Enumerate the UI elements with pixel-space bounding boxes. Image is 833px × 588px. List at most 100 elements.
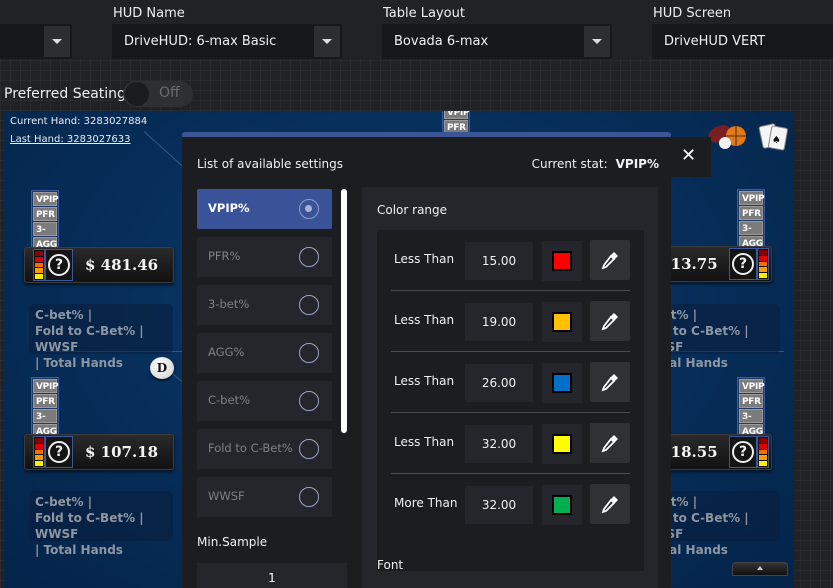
- stat-line: | Total Hands: [35, 543, 123, 557]
- color-swatch-button[interactable]: [542, 424, 582, 464]
- condition-select[interactable]: Less Than: [394, 435, 455, 449]
- help-icon[interactable]: ?: [729, 436, 757, 468]
- toggle-state: Off: [159, 85, 180, 101]
- bars-icon: [757, 436, 769, 468]
- stat-pfr: PFR: [739, 206, 763, 220]
- setting-item-agg[interactable]: AGG%: [197, 333, 332, 373]
- preferred-seating-toggle[interactable]: Off: [123, 81, 193, 107]
- eyedropper-icon: [601, 496, 618, 514]
- setting-label: Fold to C-Bet%: [208, 441, 293, 455]
- hud-stat-stack[interactable]: VPIP PFR 3- AGG: [31, 377, 59, 441]
- setting-item-fold-to-cbet[interactable]: Fold to C-Bet%: [197, 429, 332, 469]
- eyedropper-button[interactable]: [590, 423, 630, 463]
- eyedropper-button[interactable]: [590, 362, 630, 402]
- threshold-input[interactable]: 32.00: [465, 425, 533, 463]
- color-range-row: Less Than 26.00: [391, 352, 630, 413]
- scroll-up-button[interactable]: [732, 562, 788, 576]
- stat-line: Fold to C-Bet% | WWSF: [35, 324, 144, 354]
- eyedropper-button[interactable]: [590, 484, 630, 524]
- color-swatch-button[interactable]: [542, 302, 582, 342]
- settings-scrollbar[interactable]: [341, 189, 347, 433]
- color-swatch-button[interactable]: [542, 363, 582, 403]
- setting-label: AGG%: [208, 345, 245, 359]
- threshold-input[interactable]: 26.00: [465, 364, 533, 402]
- eyedropper-icon: [601, 313, 618, 331]
- first-select[interactable]: [0, 24, 72, 59]
- hud-stat-stack[interactable]: VPIP PFR 3- AGG: [737, 189, 765, 253]
- radio-icon[interactable]: [299, 343, 319, 363]
- hud-name-select[interactable]: DriveHUD: 6-max Basic: [112, 24, 342, 59]
- hud-stat-stack[interactable]: VPIP PFR 3- AGG: [737, 377, 765, 441]
- help-icon[interactable]: ?: [45, 249, 73, 281]
- setting-label: 3-bet%: [208, 297, 250, 311]
- stat-panel[interactable]: C-bet% | Fold to C-Bet% | WWSF | Total H…: [29, 491, 173, 557]
- hud-stat-stack[interactable]: VPIP PFR 3- AGG: [31, 190, 59, 254]
- stat-panel[interactable]: C-bet% | Fold to C-Bet% | WWSF | Total H…: [29, 304, 173, 370]
- last-hand-link[interactable]: Last Hand: 3283027633: [10, 134, 131, 145]
- eyedropper-button[interactable]: [590, 240, 630, 280]
- close-icon[interactable]: ✕: [681, 145, 697, 166]
- stat-3bet: 3-: [33, 409, 57, 423]
- min-sample-input[interactable]: 1: [197, 563, 347, 588]
- help-icon[interactable]: ?: [45, 436, 73, 468]
- setting-item-cbet[interactable]: C-bet%: [197, 381, 332, 421]
- setting-item-vpip[interactable]: VPIP%: [197, 189, 332, 229]
- top-bar: HUD Name DriveHUD: 6-max Basic Table Lay…: [0, 0, 833, 59]
- condition-select[interactable]: Less Than: [394, 252, 455, 266]
- table-layout-select[interactable]: Bovada 6-max: [382, 24, 612, 59]
- bars-icon: [757, 248, 769, 280]
- dealer-button: D: [150, 357, 174, 379]
- modal-close-area: [671, 137, 711, 177]
- radio-icon[interactable]: [299, 295, 319, 315]
- threshold-input[interactable]: 19.00: [465, 303, 533, 341]
- current-hand: Current Hand: 3283027884: [10, 116, 148, 127]
- preferred-seating-label: Preferred Seating:: [4, 86, 131, 102]
- chevron-down-icon[interactable]: [584, 26, 610, 57]
- divider: [391, 473, 630, 474]
- hud-name-label: HUD Name: [113, 6, 185, 21]
- setting-label: PFR%: [208, 249, 241, 263]
- color-swatch-button[interactable]: [542, 485, 582, 525]
- table-layout-label: Table Layout: [383, 6, 465, 21]
- stat-settings-modal: List of available settings Current stat:…: [182, 137, 671, 588]
- color-swatch: [552, 373, 572, 393]
- radio-icon[interactable]: [299, 391, 319, 411]
- condition-select[interactable]: Less Than: [394, 313, 455, 327]
- stat-3bet: 3-: [739, 221, 763, 235]
- font-label: Font: [377, 558, 404, 572]
- divider: [391, 412, 630, 413]
- stat-line: | Total Hands: [35, 356, 123, 370]
- player-box-mid-left[interactable]: ? $ 107.18: [24, 434, 174, 470]
- condition-select[interactable]: Less Than: [394, 374, 455, 388]
- eyedropper-button[interactable]: [590, 301, 630, 341]
- current-stat: Current stat: VPIP%: [532, 157, 659, 171]
- help-icon[interactable]: ?: [729, 248, 757, 280]
- setting-item-pfr[interactable]: PFR%: [197, 237, 332, 277]
- radio-icon[interactable]: [299, 487, 319, 507]
- player-box-top-left[interactable]: ? $ 481.46: [24, 247, 174, 283]
- chevron-down-icon[interactable]: [314, 26, 340, 57]
- color-range-row: Less Than 32.00: [391, 413, 630, 474]
- stat-3bet: 3-: [33, 222, 57, 236]
- hud-screen-select[interactable]: DriveHUD VERT: [652, 24, 833, 59]
- radio-icon[interactable]: [299, 439, 319, 459]
- threshold-input[interactable]: 32.00: [465, 486, 533, 524]
- color-swatch: [552, 495, 572, 515]
- divider: [391, 290, 630, 291]
- color-range-row: Less Than 19.00: [391, 291, 630, 352]
- setting-item-wwsf[interactable]: WWSF: [197, 477, 332, 517]
- hud-screen-label: HUD Screen: [653, 6, 732, 21]
- hud-screen-value: DriveHUD VERT: [664, 34, 766, 49]
- condition-select[interactable]: More Than: [394, 496, 458, 510]
- color-swatch: [552, 251, 572, 271]
- color-swatch-button[interactable]: [542, 241, 582, 281]
- chevron-down-icon[interactable]: [44, 26, 70, 57]
- stat-vpip: VPIP: [444, 111, 470, 119]
- threshold-input[interactable]: 15.00: [465, 242, 533, 280]
- radio-selected-icon[interactable]: [299, 199, 319, 219]
- stat-vpip: VPIP: [739, 191, 765, 205]
- radio-icon[interactable]: [299, 247, 319, 267]
- setting-item-3bet[interactable]: 3-bet%: [197, 285, 332, 325]
- stat-vpip: VPIP: [33, 379, 59, 393]
- current-stat-value: VPIP%: [615, 157, 659, 171]
